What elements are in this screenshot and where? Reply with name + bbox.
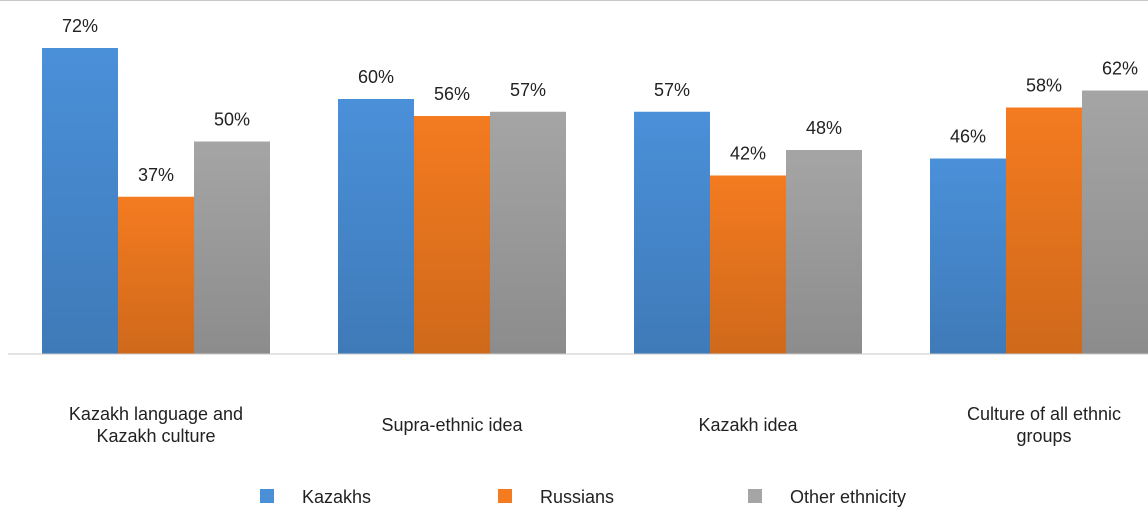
value-label: 46% (950, 127, 986, 147)
value-label: 57% (654, 80, 690, 100)
value-label: 60% (358, 67, 394, 87)
bar-russians-2 (414, 116, 490, 354)
legend-swatch (748, 489, 762, 503)
top-border-line (0, 0, 1148, 1)
legend-label: Other ethnicity (790, 487, 906, 507)
category-labels-layer: Kazakh language and Kazakh culture Supra-e… (69, 404, 1121, 446)
bar-russians-3 (710, 175, 786, 354)
bar-other-ethnicity-3 (786, 150, 862, 354)
legend-item-kazakhs: Kazakhs (260, 487, 371, 507)
value-label: 56% (434, 84, 470, 104)
value-label: 37% (138, 165, 174, 185)
legend-item-russians: Russians (498, 487, 614, 507)
value-label: 72% (62, 16, 98, 36)
bar-kazakhs-1 (42, 48, 118, 354)
bar-kazakhs-4 (930, 158, 1006, 354)
bars-layer (42, 48, 1148, 354)
value-label: 57% (510, 80, 546, 100)
category-label: Kazakh language and Kazakh culture (69, 404, 243, 446)
bar-russians-1 (118, 196, 194, 354)
legend-label: Kazakhs (302, 487, 371, 507)
legend-item-other-ethnicity: Other ethnicity (748, 487, 906, 507)
legend: Kazakhs Russians Other ethnicity (260, 487, 906, 507)
bar-kazakhs-3 (634, 111, 710, 354)
bar-russians-4 (1006, 107, 1082, 354)
category-label: Kazakh idea (698, 415, 798, 435)
legend-swatch (498, 489, 512, 503)
bar-kazakhs-2 (338, 99, 414, 354)
bar-other-ethnicity-1 (194, 141, 270, 354)
value-label: 50% (214, 110, 250, 130)
value-label: 62% (1102, 59, 1138, 79)
bar-other-ethnicity-2 (490, 111, 566, 354)
bar-other-ethnicity-4 (1082, 90, 1148, 354)
value-label: 48% (806, 118, 842, 138)
legend-label: Russians (540, 487, 614, 507)
category-label: Culture of all ethnic groups (967, 404, 1121, 446)
value-labels-layer: 72% 37% 50% 60% 56% 57% 57% 42% 48% 46% 58% 62% (62, 16, 1138, 185)
legend-swatch (260, 489, 274, 503)
value-label: 42% (730, 144, 766, 164)
category-label: Supra-ethnic idea (381, 415, 523, 435)
value-label: 58% (1026, 76, 1062, 96)
